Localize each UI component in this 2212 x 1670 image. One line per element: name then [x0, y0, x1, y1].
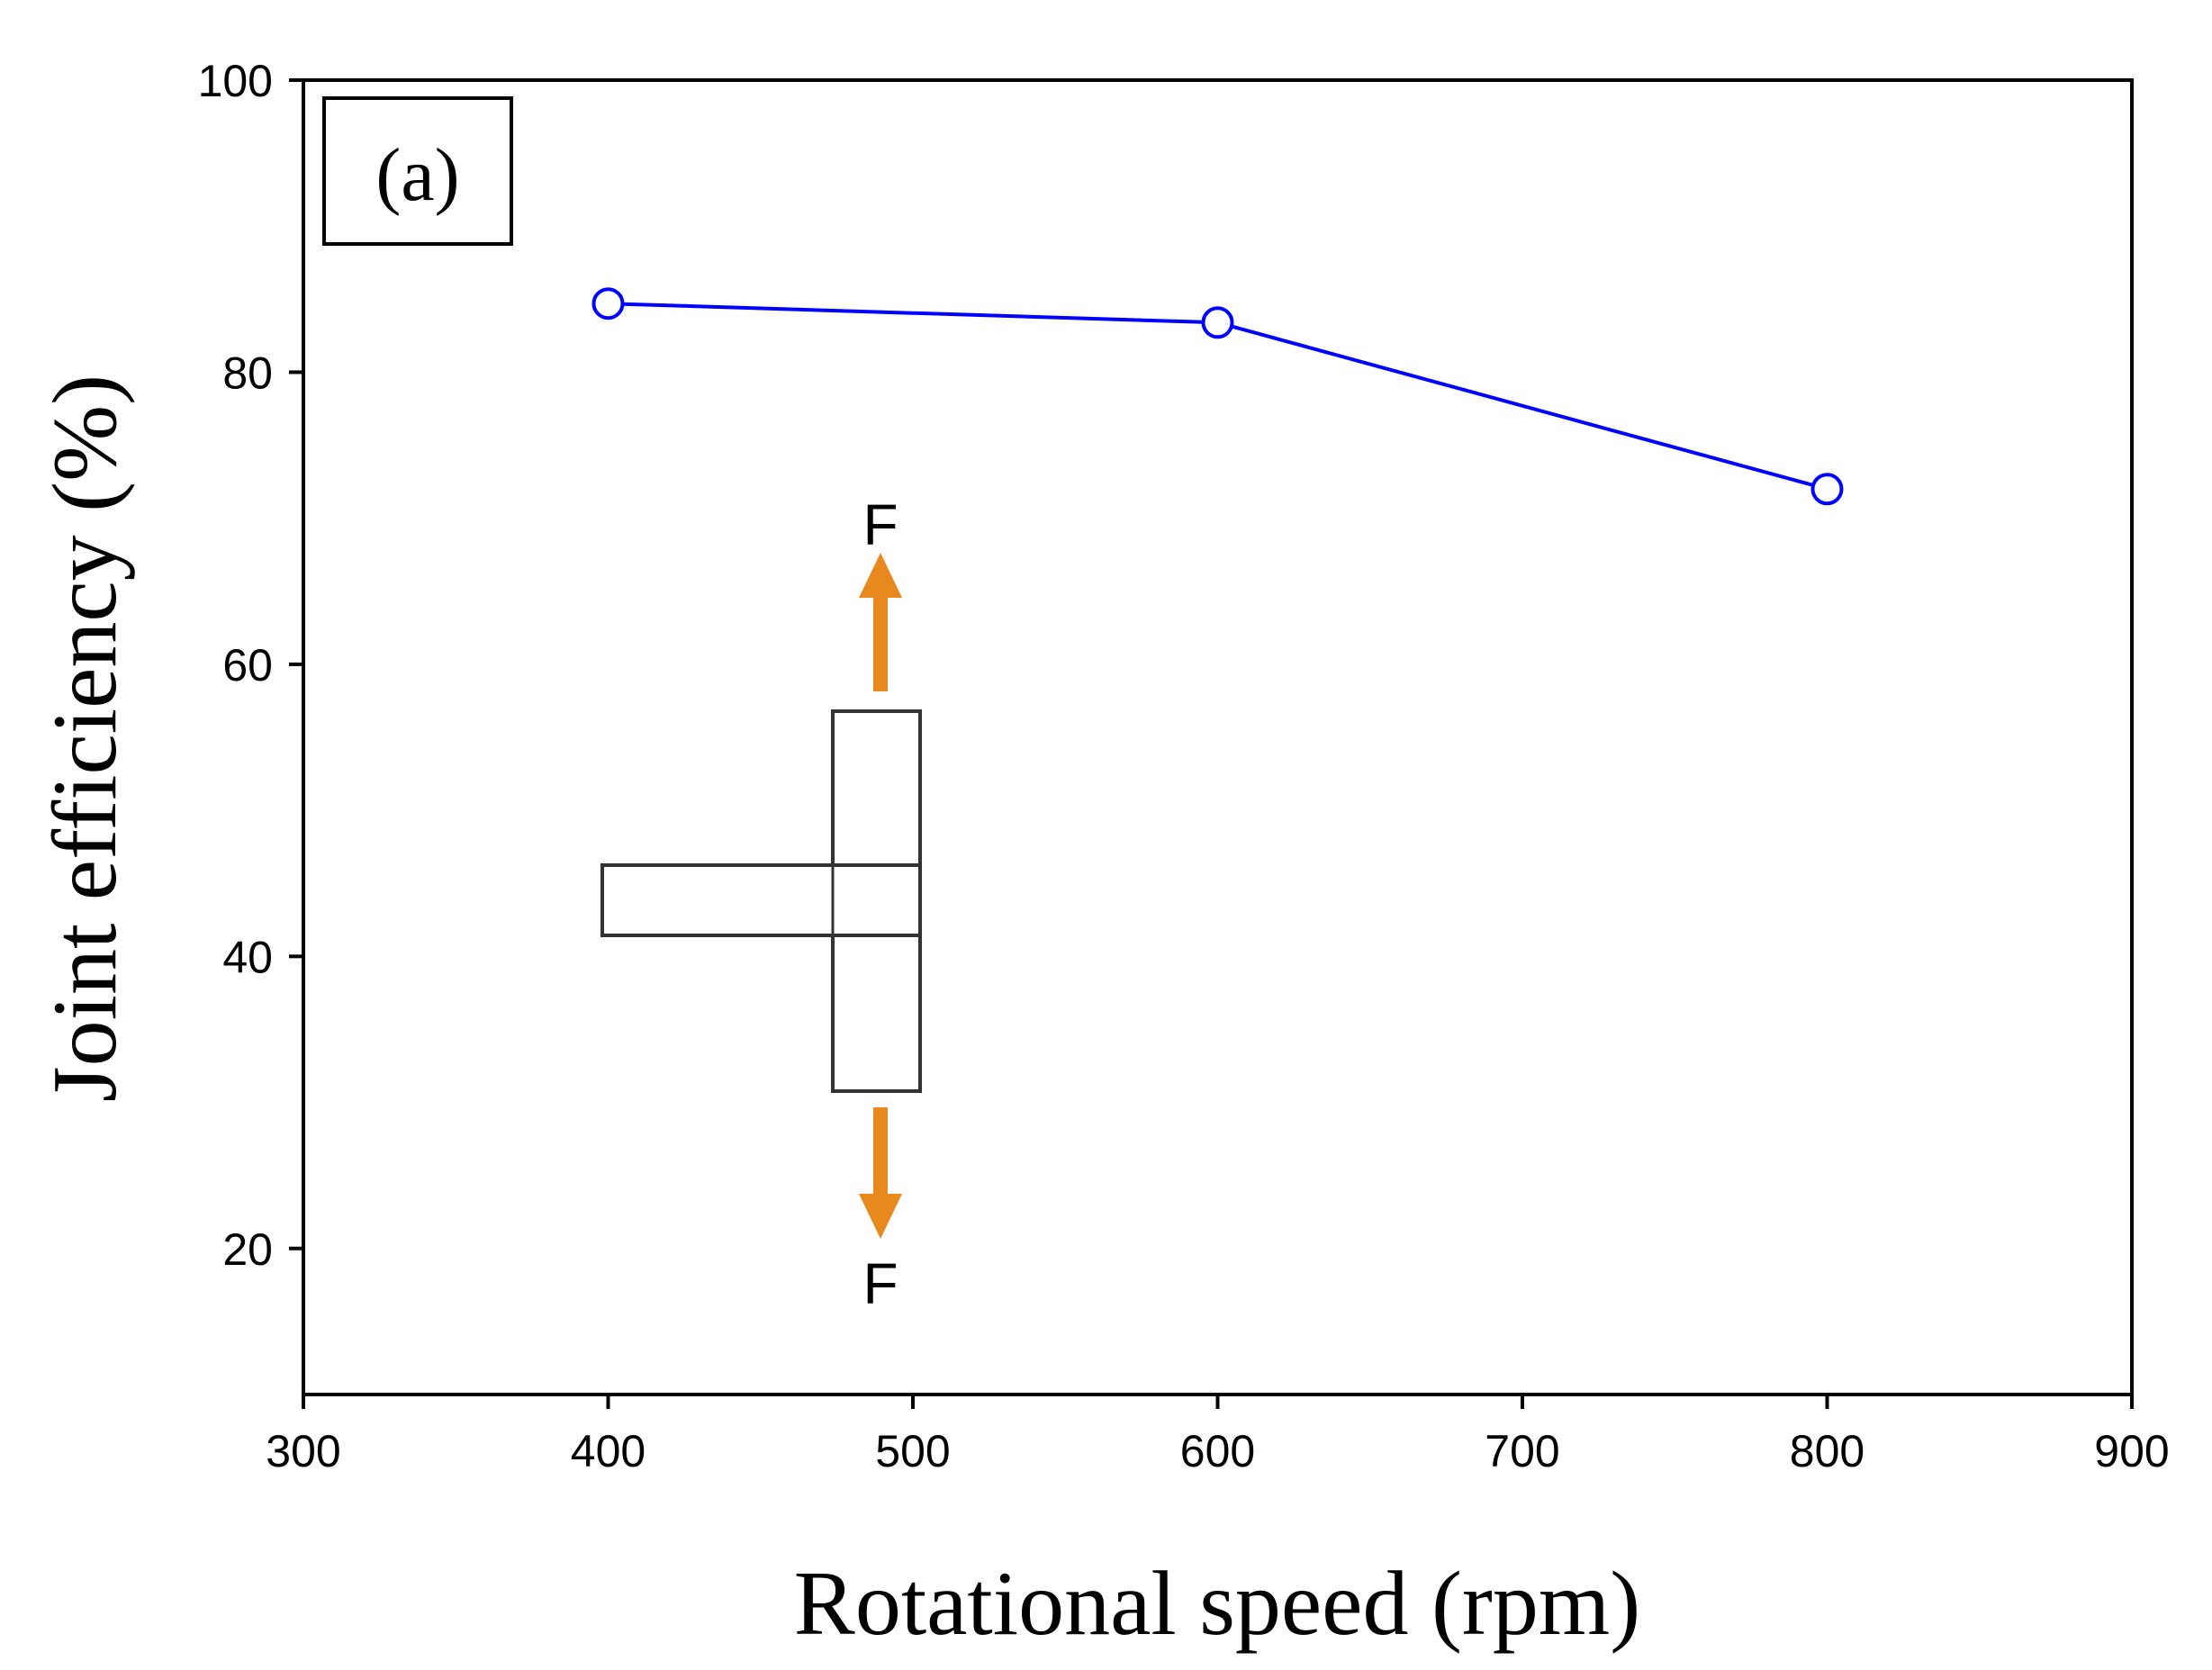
y-tick-label-40: 40: [222, 932, 273, 982]
x-tick-label-300: 300: [266, 1426, 340, 1476]
series-layer: [591, 287, 1844, 506]
x-tick-label-500: 500: [875, 1426, 950, 1476]
x-axis: 300 400 500 600 700 800 900: [266, 1395, 2170, 1476]
force-arrow-down-head: [859, 1194, 902, 1239]
data-point-600: [1201, 306, 1234, 339]
data-point-800: [1810, 473, 1844, 506]
x-tick-label-400: 400: [571, 1426, 646, 1476]
y-axis-title: Joint efficiency (%): [34, 375, 136, 1102]
x-tick-label-800: 800: [1790, 1426, 1864, 1476]
force-arrow-up-shaft: [873, 585, 888, 691]
vertical-plate-lower: [831, 934, 922, 1093]
plot-frame: [302, 78, 2134, 1396]
x-axis-title: Rotational speed (rpm): [794, 1553, 1640, 1655]
y-tick-label-20: 20: [222, 1224, 273, 1275]
force-label-top: F: [862, 492, 898, 557]
panel-label: (a): [375, 133, 459, 217]
vertical-plate-upper: [831, 709, 922, 867]
panel-label-box: [322, 96, 513, 246]
t-joint-schematic: F F: [600, 492, 922, 1316]
y-tick-label-100: 100: [198, 56, 273, 106]
force-label-bottom: F: [862, 1251, 898, 1316]
y-tick-label-60: 60: [222, 640, 273, 691]
data-point-400: [591, 287, 625, 320]
horizontal-plate: [600, 863, 922, 937]
x-tick-label-600: 600: [1180, 1426, 1255, 1476]
force-arrow-up-head: [859, 553, 902, 598]
force-arrow-down-shaft: [873, 1107, 888, 1212]
y-tick-label-80: 80: [222, 348, 273, 398]
y-axis: 20 40 60 80 100: [198, 56, 303, 1275]
x-tick-label-900: 900: [2094, 1426, 2169, 1476]
x-tick-label-700: 700: [1485, 1426, 1559, 1476]
